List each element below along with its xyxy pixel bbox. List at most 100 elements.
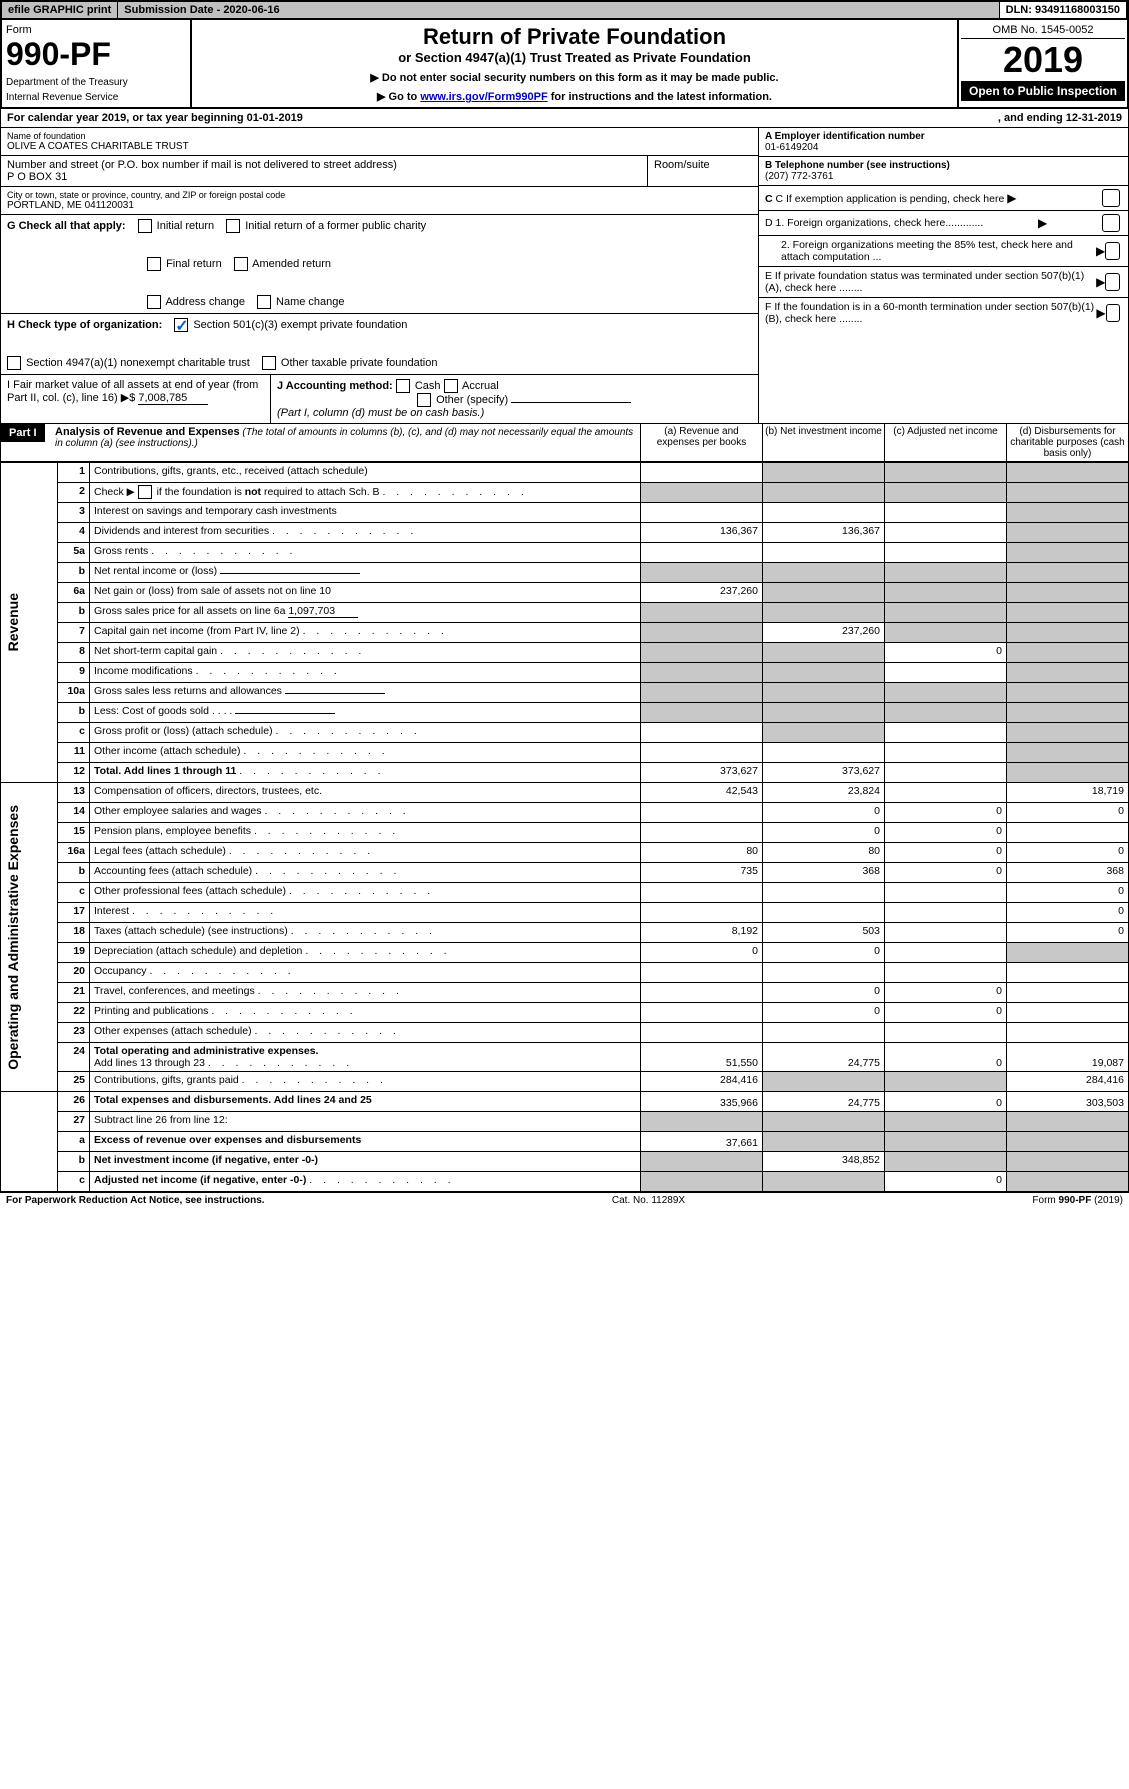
h-other-checkbox[interactable] <box>262 356 276 370</box>
line-15: Pension plans, employee benefits <box>90 823 641 843</box>
note2-pre: ▶ Go to <box>377 91 420 103</box>
part1-header: Part I Analysis of Revenue and Expenses … <box>0 424 1129 462</box>
dept-label: Department of the Treasury <box>6 77 186 88</box>
i-arrow: ▶$ <box>121 392 136 404</box>
form-note1: ▶ Do not enter social security numbers o… <box>196 71 953 84</box>
line-5a: Gross rents <box>90 543 641 563</box>
form-number: 990-PF <box>6 36 186 73</box>
b-row: B Telephone number (see instructions) (2… <box>759 157 1128 186</box>
form-right: OMB No. 1545-0052 2019 Open to Public In… <box>957 20 1127 107</box>
dln-label: DLN: 93491168003150 <box>1000 2 1127 18</box>
line-16b: Accounting fees (attach schedule) <box>90 863 641 883</box>
h-501c3-checkbox[interactable] <box>174 318 188 332</box>
line-10c: Gross profit or (loss) (attach schedule) <box>90 723 641 743</box>
j-other-line <box>511 402 631 403</box>
l16a-c: 0 <box>885 843 1007 863</box>
i-cell: I Fair market value of all assets at end… <box>1 375 271 423</box>
line-10b: Less: Cost of goods sold . . . . <box>90 703 641 723</box>
line-27b: Net investment income (if negative, ente… <box>90 1152 641 1172</box>
f-checkbox[interactable] <box>1106 304 1120 322</box>
l18-a: 8,192 <box>641 923 763 943</box>
initial-return-checkbox[interactable] <box>138 219 152 233</box>
l15-c: 0 <box>885 823 1007 843</box>
line-18: Taxes (attach schedule) (see instruction… <box>90 923 641 943</box>
l26-d: 303,503 <box>1007 1092 1129 1112</box>
line-9: Income modifications <box>90 663 641 683</box>
d1-checkbox[interactable] <box>1102 214 1120 232</box>
h-4947-checkbox[interactable] <box>7 356 21 370</box>
d2-checkbox[interactable] <box>1105 242 1120 260</box>
l6b-val: 1,097,703 <box>288 605 358 618</box>
l25-d: 284,416 <box>1007 1072 1129 1092</box>
l16c-d: 0 <box>1007 883 1129 903</box>
j-cash: Cash <box>415 380 441 392</box>
e-label: E If private foundation status was termi… <box>765 270 1096 294</box>
info-grid: Name of foundation OLIVE A COATES CHARIT… <box>0 128 1129 424</box>
l13-b: 23,824 <box>763 783 885 803</box>
line-17: Interest <box>90 903 641 923</box>
name-cell: Name of foundation OLIVE A COATES CHARIT… <box>1 128 758 155</box>
submission-date: Submission Date - 2020-06-16 <box>118 2 999 18</box>
form-link[interactable]: www.irs.gov/Form990PF <box>420 91 547 103</box>
form-title: Return of Private Foundation <box>196 24 953 50</box>
l12-b: 373,627 <box>763 763 885 783</box>
c-label: C If exemption application is pending, c… <box>776 193 1005 205</box>
amended-return-checkbox[interactable] <box>234 257 248 271</box>
l27b-b: 348,852 <box>763 1152 885 1172</box>
part1-title: Analysis of Revenue and Expenses <box>55 426 240 438</box>
name-change-checkbox[interactable] <box>257 295 271 309</box>
l14-d: 0 <box>1007 803 1129 823</box>
j-accrual-checkbox[interactable] <box>444 379 458 393</box>
line-5b: Net rental income or (loss) <box>90 563 641 583</box>
c-checkbox[interactable] <box>1102 189 1120 207</box>
j-other: Other (specify) <box>436 394 508 406</box>
l15-b: 0 <box>763 823 885 843</box>
line-7: Capital gain net income (from Part IV, l… <box>90 623 641 643</box>
l14-c: 0 <box>885 803 1007 823</box>
l14-b: 0 <box>763 803 885 823</box>
d2-label: 2. Foreign organizations meeting the 85%… <box>765 239 1096 263</box>
line-13: Compensation of officers, directors, tru… <box>90 783 641 803</box>
line-16a: Legal fees (attach schedule) <box>90 843 641 863</box>
g-row: G Check all that apply: Initial return I… <box>1 215 758 314</box>
name-label: Name of foundation <box>7 131 752 141</box>
line-10a: Gross sales less returns and allowances <box>90 683 641 703</box>
l12-a: 373,627 <box>641 763 763 783</box>
l26-b: 24,775 <box>763 1092 885 1112</box>
line-14: Other employee salaries and wages <box>90 803 641 823</box>
col-a-header: (a) Revenue and expenses per books <box>640 424 762 461</box>
l4-a: 136,367 <box>641 523 763 543</box>
analysis-table: Revenue 1Contributions, gifts, grants, e… <box>0 462 1129 1192</box>
l19-a: 0 <box>641 943 763 963</box>
info-right: A Employer identification number 01-6149… <box>758 128 1128 423</box>
revenue-side-label: Revenue <box>5 593 21 651</box>
room-label: Room/suite <box>654 159 752 171</box>
f-label: F If the foundation is in a 60-month ter… <box>765 301 1096 325</box>
l22-c: 0 <box>885 1003 1007 1023</box>
l4-b: 136,367 <box>763 523 885 543</box>
initial-former-checkbox[interactable] <box>226 219 240 233</box>
col-c-header: (c) Adjusted net income <box>884 424 1006 461</box>
tax-year: 2019 <box>961 39 1125 81</box>
g-initial: Initial return <box>157 220 214 232</box>
form-center: Return of Private Foundation or Section … <box>192 20 957 107</box>
l6a-a: 237,260 <box>641 583 763 603</box>
e-checkbox[interactable] <box>1105 273 1120 291</box>
part1-desc: Analysis of Revenue and Expenses (The to… <box>51 424 640 461</box>
g-label: G Check all that apply: <box>7 220 126 232</box>
l2-checkbox[interactable] <box>138 485 152 499</box>
j-note: (Part I, column (d) must be on cash basi… <box>277 407 484 419</box>
a-row: A Employer identification number 01-6149… <box>759 128 1128 157</box>
j-label: J Accounting method: <box>277 380 393 392</box>
addr-change-checkbox[interactable] <box>147 295 161 309</box>
expenses-side-label: Operating and Administrative Expenses <box>5 805 21 1070</box>
g-amended: Amended return <box>252 258 331 270</box>
j-other-checkbox[interactable] <box>417 393 431 407</box>
final-return-checkbox[interactable] <box>147 257 161 271</box>
h-label: H Check type of organization: <box>7 319 162 331</box>
a-label: A Employer identification number <box>765 131 925 142</box>
j-cash-checkbox[interactable] <box>396 379 410 393</box>
l8-c: 0 <box>885 643 1007 663</box>
city-value: PORTLAND, ME 041120031 <box>7 200 752 211</box>
c-row: C C If exemption application is pending,… <box>759 186 1128 211</box>
